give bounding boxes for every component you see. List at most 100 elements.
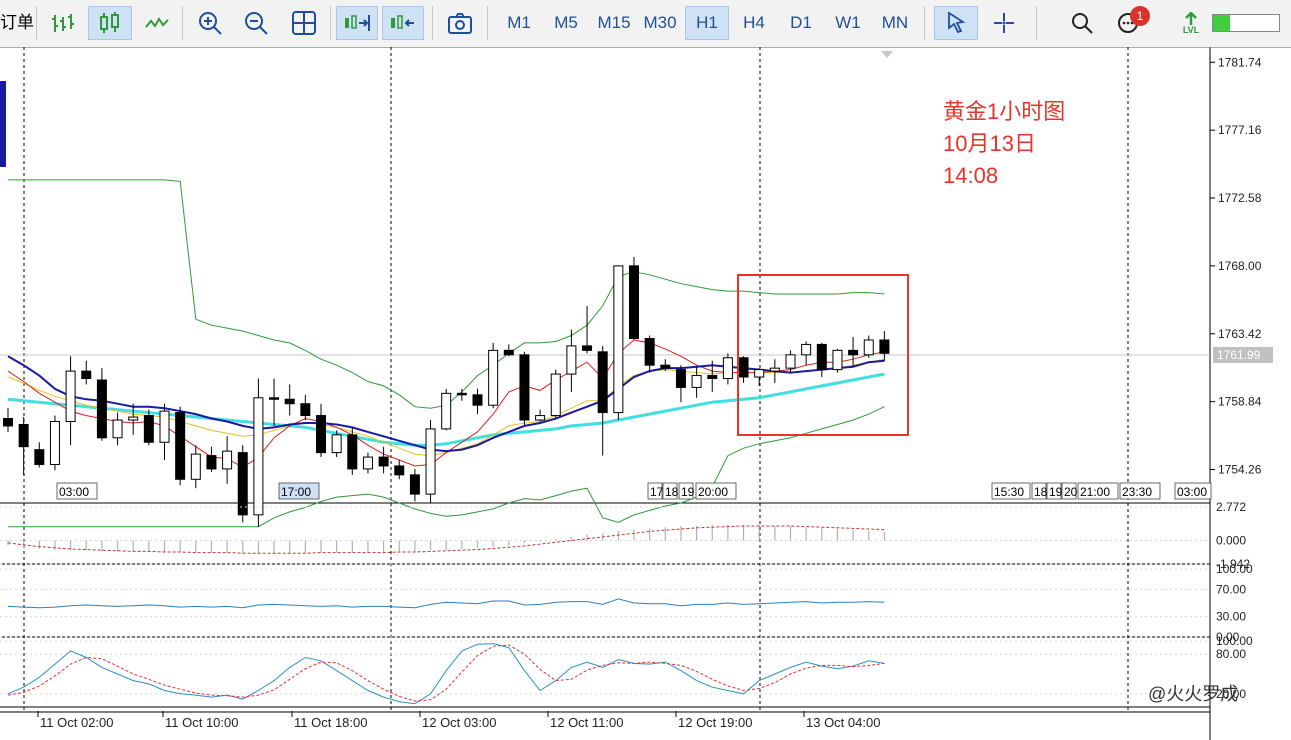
crosshair-icon[interactable] bbox=[984, 6, 1024, 40]
session-label: 03:00 bbox=[1174, 482, 1212, 500]
price-tick-label: 1763.42 bbox=[1218, 327, 1262, 341]
candle-body bbox=[488, 349, 499, 406]
timeframe-m1[interactable]: M1 bbox=[507, 13, 531, 32]
time-tick-label: 12 Oct 03:00 bbox=[422, 715, 496, 730]
volume-indicator-edge bbox=[0, 81, 6, 167]
price-tick-label: 1772.58 bbox=[1218, 191, 1262, 205]
candle-body bbox=[832, 349, 843, 371]
notification-badge: 1 bbox=[1130, 6, 1150, 26]
candle-body bbox=[863, 339, 874, 356]
time-tick-label: 12 Oct 11:00 bbox=[550, 715, 623, 730]
timeframe-m5[interactable]: M5 bbox=[554, 13, 578, 32]
candle-body bbox=[378, 456, 389, 467]
annotation-date: 10月13日 bbox=[943, 131, 1036, 156]
rsi-tick-label: 0.00 bbox=[1216, 630, 1240, 644]
session-label: 19 bbox=[678, 482, 695, 500]
candle-body bbox=[331, 434, 342, 454]
bollinger-lower bbox=[8, 406, 885, 528]
timeframe-h1[interactable]: H1 bbox=[685, 6, 729, 40]
time-tick-label: 13 Oct 04:00 bbox=[806, 715, 880, 730]
toolbar-separator bbox=[924, 6, 925, 40]
session-label-box bbox=[1119, 482, 1161, 500]
session-label: 17 bbox=[647, 482, 664, 500]
grid-icon[interactable] bbox=[284, 6, 324, 40]
session-label-box bbox=[647, 482, 663, 500]
toolbar-separator bbox=[182, 6, 183, 40]
zoom-out-icon[interactable] bbox=[236, 6, 276, 40]
session-label-box bbox=[678, 482, 694, 500]
watermark: @火火罗成 bbox=[1148, 684, 1239, 704]
rsi-tick-label: 70.00 bbox=[1216, 582, 1246, 596]
chart-area[interactable]: 03:00 17:00 17 18 19 20:00 15:30 18 19 20 21:00 23:… bbox=[0, 47, 1291, 740]
session-label-box bbox=[56, 482, 98, 500]
session-label-box bbox=[1046, 482, 1062, 500]
timeframe-m15[interactable]: M15 bbox=[597, 13, 631, 32]
candle-body bbox=[691, 375, 702, 388]
candle-body bbox=[425, 428, 436, 495]
session-label: 18 bbox=[662, 482, 679, 500]
candle-body bbox=[660, 364, 671, 369]
candle-body bbox=[441, 392, 452, 430]
lvl-label: LVL bbox=[1182, 24, 1200, 35]
candle-body bbox=[566, 345, 577, 375]
candle-body bbox=[535, 415, 546, 421]
rsi-tick-label: 100.00 bbox=[1216, 562, 1253, 576]
session-label-text: 03:00 bbox=[59, 485, 89, 499]
session-label: 18 bbox=[1031, 482, 1048, 500]
session-label-text: 15:30 bbox=[994, 485, 1024, 499]
session-label-text: 19 bbox=[1049, 485, 1063, 499]
candle-body bbox=[629, 265, 639, 340]
screenshot-camera-icon[interactable] bbox=[440, 6, 480, 40]
stoch-k-line bbox=[7, 643, 885, 705]
session-label-text: 03:00 bbox=[1177, 485, 1207, 499]
line-chart-icon[interactable] bbox=[138, 6, 176, 40]
toolbar-separator bbox=[432, 6, 433, 40]
session-label-text: 17 bbox=[650, 485, 664, 499]
candle-body bbox=[34, 449, 45, 465]
chart-annotation: 黄金1小时图 10月13日 14:08 bbox=[943, 96, 1065, 192]
toolbar: 订单 M1 M5 M15 M30 H1 H4 D1 W1 MN bbox=[0, 0, 1291, 48]
macd-signal-line bbox=[7, 525, 885, 554]
candle-body bbox=[65, 370, 76, 422]
signal-level-icon[interactable]: LVL bbox=[1176, 6, 1206, 40]
session-label-box bbox=[1077, 482, 1119, 500]
menu-order-label[interactable]: 订单 bbox=[0, 13, 34, 32]
macd-tick-label: 2.772 bbox=[1216, 500, 1246, 514]
time-tick-label: 11 Oct 18:00 bbox=[294, 715, 367, 730]
session-label-box bbox=[1174, 482, 1212, 500]
zoom-in-icon[interactable] bbox=[190, 6, 230, 40]
timeframe-m30[interactable]: M30 bbox=[643, 13, 677, 32]
candle-body bbox=[754, 369, 765, 378]
auto-scroll-icon[interactable] bbox=[336, 6, 378, 40]
timeframe-h4[interactable]: H4 bbox=[743, 13, 765, 32]
candle-body bbox=[96, 379, 107, 439]
timeframe-d1[interactable]: D1 bbox=[790, 13, 812, 32]
timeframe-mn[interactable]: MN bbox=[881, 13, 909, 32]
session-label: 19 bbox=[1046, 482, 1063, 500]
search-icon[interactable] bbox=[1064, 6, 1100, 40]
timeframe-w1[interactable]: W1 bbox=[835, 13, 861, 32]
price-tick-label: 1781.74 bbox=[1218, 55, 1262, 69]
annotation-title: 黄金1小时图 bbox=[943, 99, 1066, 124]
session-label: 03:00 bbox=[56, 482, 98, 500]
candle-body bbox=[848, 349, 859, 356]
candle-body bbox=[190, 453, 201, 480]
candle-body bbox=[550, 373, 561, 417]
chart-shift-marker bbox=[881, 51, 893, 58]
chart-shift-icon[interactable] bbox=[382, 6, 424, 40]
time-tick-label: 11 Oct 10:00 bbox=[165, 715, 238, 730]
session-label-box bbox=[278, 482, 320, 500]
macd-tick-label: -1.942 bbox=[1216, 557, 1250, 571]
cursor-arrow-icon[interactable] bbox=[934, 6, 978, 40]
level-bar bbox=[1212, 14, 1280, 32]
candle-body bbox=[347, 434, 358, 470]
session-label-box bbox=[1031, 482, 1047, 500]
candlestick-icon[interactable] bbox=[88, 6, 132, 40]
price-tick-label: 1768.00 bbox=[1218, 259, 1262, 273]
current-price-box bbox=[1213, 346, 1273, 363]
session-label: 20 bbox=[1061, 482, 1078, 500]
candle-body bbox=[644, 338, 655, 366]
stoch-tick-label: 20.00 bbox=[1216, 687, 1246, 701]
bar-chart-icon[interactable] bbox=[44, 6, 82, 40]
rsi-tick-label: 30.00 bbox=[1216, 610, 1246, 624]
